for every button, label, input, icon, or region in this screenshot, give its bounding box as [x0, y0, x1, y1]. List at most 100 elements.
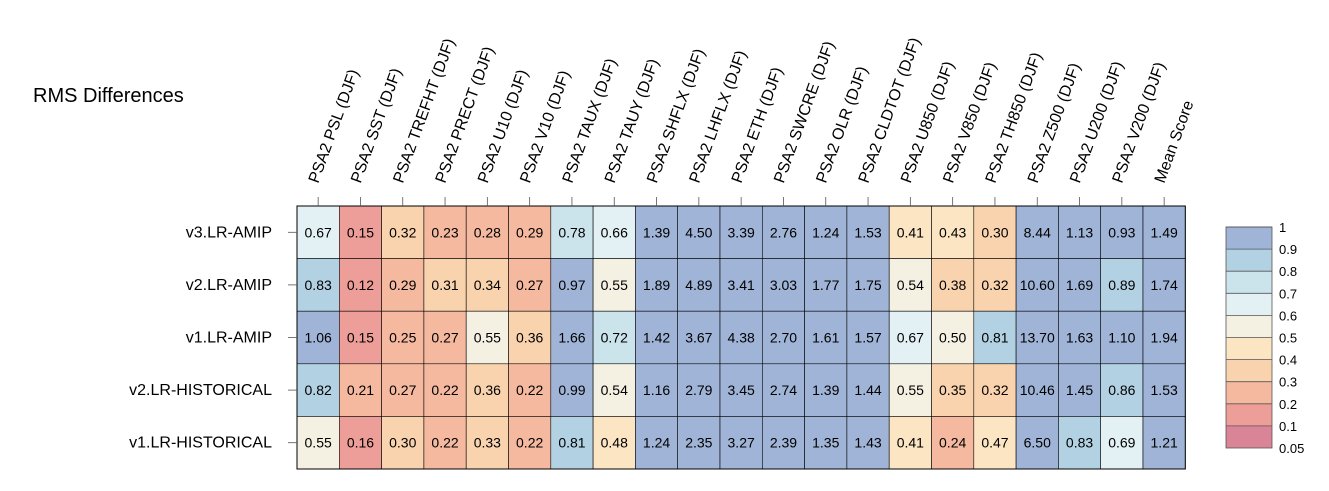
cell-value: 1.10	[1108, 330, 1135, 346]
column-label: Mean Score	[1152, 98, 1198, 185]
cell-value: 0.43	[939, 224, 966, 240]
heatmap-cell	[804, 363, 848, 417]
cell-value: 2.39	[770, 435, 797, 451]
heatmap-cell	[508, 258, 552, 312]
cell-value: 2.35	[685, 435, 712, 451]
cell-value: 10.60	[1020, 277, 1055, 293]
cell-value: 1.43	[854, 435, 881, 451]
heatmap-cell	[1058, 310, 1102, 365]
cell-value: 0.27	[431, 330, 458, 346]
cell-value: 2.70	[770, 330, 797, 346]
cell-value: 0.83	[305, 277, 332, 293]
cell-value: 2.79	[685, 382, 712, 398]
legend-label: 0.4	[1279, 353, 1297, 368]
cell-value: 1.42	[643, 330, 670, 346]
heatmap-cell	[677, 416, 721, 470]
heatmap-cell	[592, 363, 636, 417]
heatmap-cell	[719, 416, 763, 470]
cell-value: 1.24	[643, 435, 670, 451]
cell-value: 0.33	[474, 435, 501, 451]
cell-value: 0.97	[558, 277, 585, 293]
heatmap-cell	[761, 205, 805, 259]
legend-swatch	[1226, 381, 1272, 404]
heatmap-cell	[804, 310, 848, 365]
cell-value: 0.12	[347, 277, 374, 293]
legend-label: 1	[1279, 220, 1286, 235]
cell-value: 0.41	[897, 435, 924, 451]
cell-value: 0.36	[474, 382, 501, 398]
cell-value: 0.22	[431, 435, 458, 451]
cell-value: 1.06	[305, 330, 332, 346]
cell-value: 0.81	[558, 435, 585, 451]
heatmap-cell	[508, 363, 552, 417]
cell-value: 4.50	[685, 224, 712, 240]
cell-value: 0.29	[389, 277, 416, 293]
heatmap-cell	[888, 205, 932, 259]
legend-label: 0.6	[1279, 308, 1297, 323]
cell-value: 0.16	[347, 435, 374, 451]
legend-label: 0.2	[1279, 397, 1297, 412]
cell-value: 0.22	[431, 382, 458, 398]
cell-value: 1.61	[812, 330, 839, 346]
cell-value: 3.41	[728, 277, 755, 293]
cell-value: 0.89	[1108, 277, 1135, 293]
row-label: v1.LR-AMIP	[186, 330, 272, 347]
heatmap-cell	[761, 258, 805, 312]
heatmap-cell	[846, 416, 890, 470]
cell-value: 0.27	[516, 277, 543, 293]
cell-value: 0.99	[558, 382, 585, 398]
cell-value: 0.50	[939, 330, 966, 346]
heatmap-cell	[550, 205, 594, 259]
heatmap-cell	[635, 205, 679, 259]
cell-value: 1.53	[1151, 382, 1178, 398]
cell-value: 1.16	[643, 382, 670, 398]
row-label: v2.LR-AMIP	[186, 277, 272, 294]
cell-value: 13.70	[1020, 330, 1055, 346]
cell-value: 0.29	[516, 224, 543, 240]
heatmap-cell	[1100, 310, 1144, 365]
cell-value: 1.39	[812, 382, 839, 398]
cell-value: 1.21	[1151, 435, 1178, 451]
row-label: v1.LR-HISTORICAL	[129, 435, 272, 452]
cell-value: 1.45	[1066, 382, 1093, 398]
heatmap-cell	[592, 205, 636, 259]
cell-value: 1.39	[643, 224, 670, 240]
cell-value: 1.77	[812, 277, 839, 293]
cell-value: 0.30	[389, 435, 416, 451]
cell-value: 0.67	[305, 224, 332, 240]
cell-value: 0.30	[981, 224, 1008, 240]
cell-value: 0.54	[897, 277, 924, 293]
cell-value: 0.15	[347, 330, 374, 346]
cell-value: 0.55	[897, 382, 924, 398]
heatmap-cell	[296, 258, 340, 312]
cell-value: 0.36	[516, 330, 543, 346]
heatmap-cell	[973, 363, 1017, 417]
heatmap-cell	[1058, 363, 1102, 417]
cell-value: 0.48	[601, 435, 628, 451]
heatmap-cell	[1142, 310, 1186, 365]
heatmap-cell	[1058, 416, 1102, 470]
legend-swatch	[1226, 403, 1272, 426]
heatmap-cell	[931, 258, 975, 312]
heatmap-cell	[931, 416, 975, 470]
cell-value: 4.38	[728, 330, 755, 346]
heatmap-cell	[846, 205, 890, 259]
cell-value: 6.50	[1024, 435, 1051, 451]
cell-value: 0.15	[347, 224, 374, 240]
heatmap-cell	[888, 363, 932, 417]
cell-value: 1.69	[1066, 277, 1093, 293]
cell-value: 1.63	[1066, 330, 1093, 346]
heatmap-cell	[592, 258, 636, 312]
heatmap-cell	[973, 258, 1017, 312]
cell-value: 0.34	[474, 277, 501, 293]
cell-value: 1.24	[812, 224, 839, 240]
cell-value: 0.86	[1108, 382, 1135, 398]
cell-value: 1.53	[854, 224, 881, 240]
cell-value: 0.78	[558, 224, 585, 240]
heatmap-cell	[508, 310, 552, 365]
heatmap-cell	[804, 416, 848, 470]
cell-value: 0.67	[897, 330, 924, 346]
heatmap-cell	[423, 363, 467, 417]
legend-label: 0.8	[1279, 264, 1297, 279]
cell-value: 0.22	[516, 382, 543, 398]
